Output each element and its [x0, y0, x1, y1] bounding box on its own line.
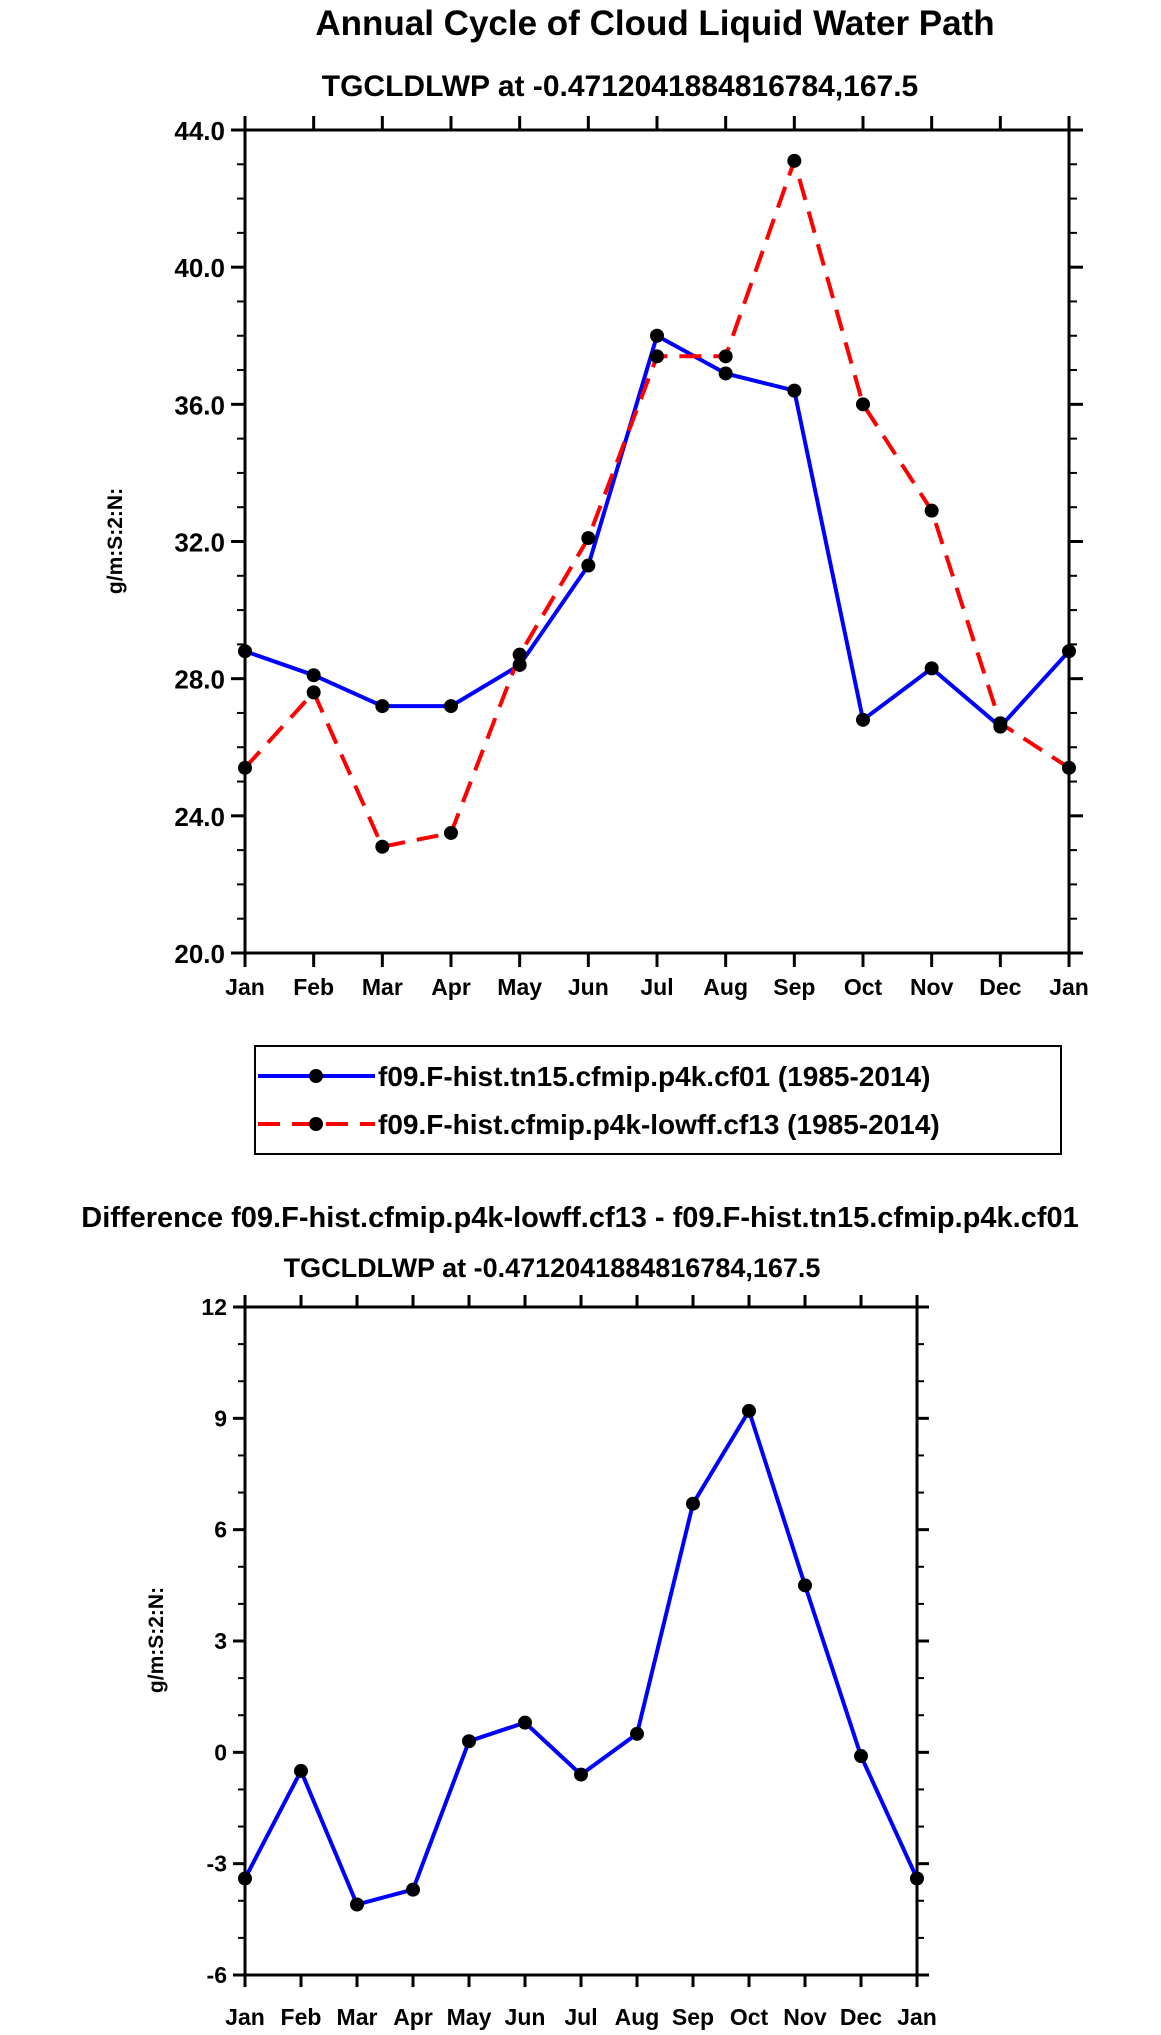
chart2-series-1-point: [462, 1734, 476, 1749]
chart1-ytick-label: 24.0: [174, 802, 225, 832]
chart1-xtick-label: Mar: [362, 974, 403, 1000]
chart1-series-1-point: [1062, 644, 1076, 659]
chart1-xtick-label: Nov: [910, 974, 954, 1000]
chart1-xtick-label: Aug: [703, 974, 748, 1000]
chart1-xtick-label: Jul: [640, 974, 673, 1000]
chart1-series-2-point: [924, 503, 939, 518]
chart1-series-1-point: [581, 558, 596, 573]
legend-box: [254, 1045, 1062, 1155]
chart1-series-2-point: [306, 685, 321, 700]
chart2-xtick-label: Jan: [225, 2004, 265, 2030]
chart1-series-2-point: [444, 825, 458, 840]
chart1-series-1-point: [924, 661, 939, 676]
chart1-series-1-point: [650, 328, 664, 343]
legend: f09.F-hist.tn15.cfmip.p4k.cf01 (1985-201…: [254, 1045, 1062, 1155]
chart1-series-2-point: [993, 716, 1008, 731]
chart1-title: Annual Cycle of Cloud Liquid Water Path: [315, 4, 994, 43]
chart1-plot: 20.0 24.0 28.0 32.0 36.0 40.0 44.0 Jan Feb Mar Apr…: [174, 116, 1089, 1000]
chart2-ytick-label: 0: [214, 1739, 227, 1765]
chart2-series-1-point: [406, 1882, 420, 1897]
chart2-series-1-line: [243, 1408, 919, 1907]
chart1-series-2-point: [856, 397, 870, 412]
legend-marker-series-2: [309, 1117, 323, 1131]
chart2-xtick-label: Jul: [564, 2004, 597, 2030]
chart2-series-1-point: [294, 1763, 308, 1778]
chart2-plot: -6 -3 0 3 6 9 12 Jan Feb Mar Apr May Jun Jul Aug Sep Oct…: [201, 1294, 936, 2030]
chart1-xtick-label: May: [497, 974, 542, 1000]
chart2-xtick-label: Apr: [393, 2004, 433, 2030]
chart1-ytick-label: 40.0: [174, 253, 225, 283]
chart2-xtick-label: Nov: [783, 2004, 827, 2030]
chart1-xtick-label: Jan: [1049, 974, 1089, 1000]
chart1-series-2-point: [787, 153, 802, 168]
chart1-xtick-label: Feb: [293, 974, 334, 1000]
chart2-series-1-point: [630, 1726, 644, 1741]
chart1-ytick-label: 32.0: [174, 528, 225, 558]
chart2-title: Difference f09.F-hist.cfmip.p4k-lowff.cf…: [81, 1202, 1079, 1234]
chart2-series-1-point: [238, 1871, 252, 1886]
chart2-series-1-point: [686, 1496, 700, 1511]
chart2-ytick-label: -3: [207, 1851, 227, 1877]
legend-marker-series-1: [309, 1069, 323, 1083]
chart1-xtick-label: Jun: [568, 974, 609, 1000]
chart1-series-2-point: [718, 349, 733, 364]
chart2-xtick-label: May: [447, 2004, 492, 2030]
chart1-series-1-point: [375, 699, 390, 714]
chart2-series-1-point: [798, 1578, 812, 1593]
chart1-series-1-point: [238, 644, 252, 659]
chart2-ytick-label: 12: [201, 1294, 227, 1320]
chart2-ytick-label: 6: [214, 1517, 227, 1543]
chart2-xtick-label: Aug: [615, 2004, 660, 2030]
chart2-ytick-label: 9: [214, 1405, 227, 1431]
chart2-series-1-point: [910, 1871, 924, 1886]
legend-label-series-1: f09.F-hist.tn15.cfmip.p4k.cf01 (1985-201…: [378, 1061, 930, 1092]
chart1-series-2-point: [375, 839, 390, 854]
chart1-xtick-label: Apr: [431, 974, 471, 1000]
chart2-series-1-point: [742, 1403, 756, 1418]
chart2-y-axis-label: g/m:S:2:N:: [145, 1587, 168, 1693]
chart1-series-2-line: [243, 158, 1071, 849]
chart2-xtick-label: Feb: [281, 2004, 322, 2030]
chart1-ytick-label: 44.0: [174, 116, 225, 146]
chart2-ytick-label: -6: [207, 1962, 227, 1988]
chart1-series-1-point: [787, 383, 802, 398]
chart1-frame: [243, 128, 1071, 955]
chart1-xtick-label: Sep: [773, 974, 815, 1000]
chart1-series-1-point: [718, 366, 733, 381]
legend-label-series-2: f09.F-hist.cfmip.p4k-lowff.cf13 (1985-20…: [378, 1109, 940, 1140]
chart1-xtick-label: Jan: [225, 974, 265, 1000]
chart1-series-2-point: [1062, 760, 1076, 775]
chart1-xtick-label: Oct: [844, 974, 883, 1000]
chart1-series-1-line: [244, 333, 1071, 729]
chart1-ytick-label: 28.0: [174, 665, 225, 695]
chart1-ytick-label: 20.0: [174, 939, 225, 969]
chart2-series-1-point: [854, 1749, 868, 1764]
chart1-series-2-point: [512, 647, 527, 662]
chart1-series-1-point: [306, 668, 321, 683]
chart1-ytick-label: 36.0: [174, 390, 225, 420]
chart2-xtick-label: Oct: [730, 2004, 769, 2030]
chart1-series-1-point: [512, 657, 527, 672]
chart2-series-1-point: [350, 1897, 364, 1912]
chart1-subtitle: TGCLDLWP at -0.4712041884816784,167.5: [322, 70, 918, 103]
chart1-xtick-label: Dec: [979, 974, 1021, 1000]
chart2-subtitle: TGCLDLWP at -0.4712041884816784,167.5: [284, 1253, 821, 1283]
chart2-xtick-label: Sep: [672, 2004, 714, 2030]
chart2-series-1-point: [518, 1715, 532, 1730]
chart1-series-1-point: [856, 712, 870, 727]
chart2-xtick-label: Jan: [897, 2004, 937, 2030]
chart2-series-1-point: [574, 1767, 588, 1782]
chart2-xtick-label: Dec: [840, 2004, 882, 2030]
chart1-series-2-point: [581, 531, 596, 546]
chart1-series-2-point: [650, 349, 664, 364]
chart2-xtick-label: Jun: [505, 2004, 546, 2030]
chart2-ytick-label: 3: [214, 1628, 227, 1654]
chart1-series-2-point: [238, 760, 252, 775]
chart2-xtick-label: Mar: [337, 2004, 378, 2030]
chart1-y-axis-label: g/m:S:2:N:: [104, 488, 127, 594]
chart1-series-1-point: [444, 699, 458, 714]
